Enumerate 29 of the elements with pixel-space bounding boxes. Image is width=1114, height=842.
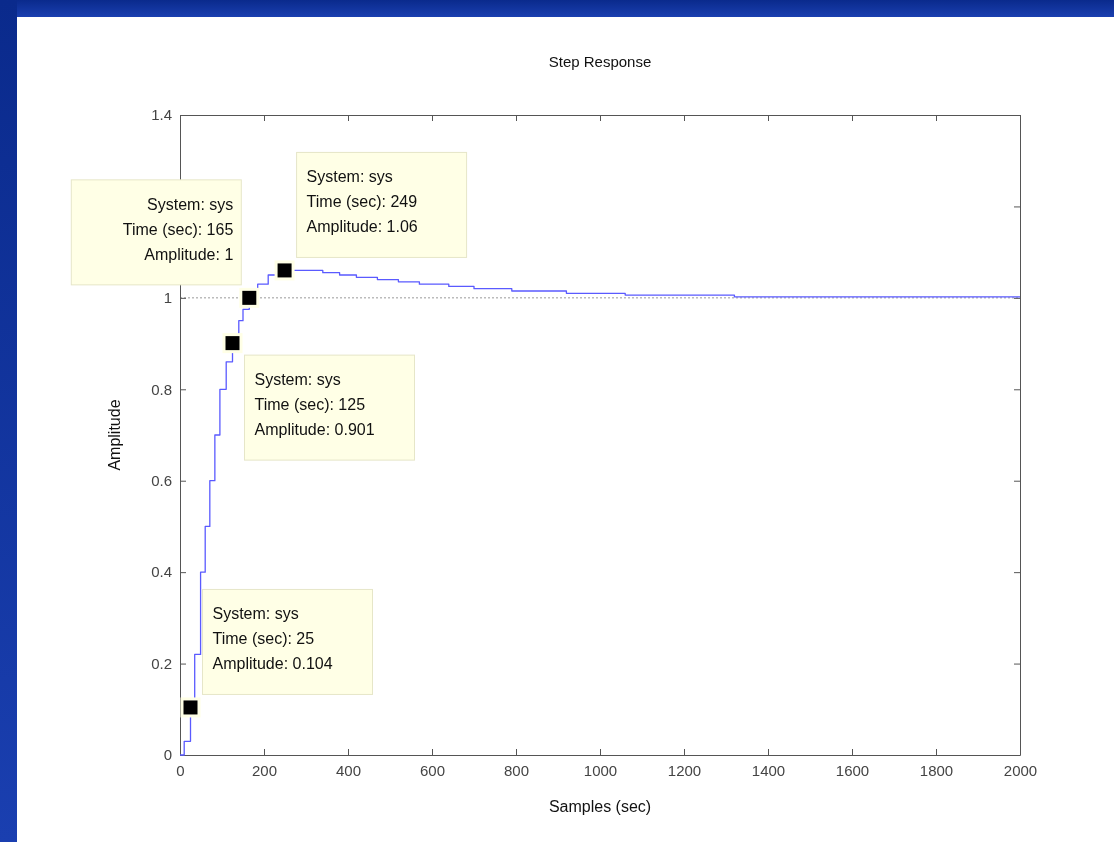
- y-tick-label: 0.8: [151, 380, 172, 398]
- x-tick-label: 1400: [751, 761, 786, 779]
- x-tick-label: 2000: [1003, 761, 1038, 779]
- x-tick-label: 800: [503, 761, 530, 779]
- data-tip-box: System: sys Time (sec): 125 Amplitude: 0.901: [244, 354, 415, 461]
- annotation: System: sys Time (sec): 165 Amplitude: 1: [122, 195, 234, 263]
- annotation: System: sys Time (sec): 125 Amplitude: 0.901: [254, 371, 375, 439]
- data-tip-box: System: sys Time (sec): 25 Amplitude: 0.104: [202, 588, 373, 695]
- y-tick-label: 0.4: [151, 563, 172, 581]
- annotation: System: sys Time (sec): 249 Amplitude: 1.06: [306, 168, 418, 236]
- data-tip-box: System: sys Time (sec): 249 Amplitude: 1.06: [296, 151, 468, 258]
- x-tick-label: 1200: [667, 761, 702, 779]
- data-tip-box: System: sys Time (sec): 165 Amplitude: 1: [70, 179, 242, 286]
- x-tick-label: 200: [251, 761, 278, 779]
- y-tick-label: 0.6: [151, 472, 172, 490]
- y-tick-label: 0: [163, 746, 172, 764]
- x-tick-label: 1600: [835, 761, 870, 779]
- x-tick-label: 1000: [583, 761, 618, 779]
- y-tick-label: 1: [163, 289, 172, 307]
- x-tick-label: 600: [419, 761, 446, 779]
- x-axis-title: Samples (sec): [548, 798, 652, 815]
- x-tick-label: 1800: [919, 761, 954, 779]
- chart-title: Step Response: [548, 53, 652, 70]
- annotation: System: sys Time (sec): 25 Amplitude: 0.104: [212, 605, 333, 673]
- x-tick-label: 0: [176, 761, 185, 779]
- y-axis-title: Amplitude: [106, 399, 123, 471]
- y-tick-label: 1.4: [151, 106, 172, 124]
- x-tick-label: 400: [335, 761, 362, 779]
- y-tick-label: 0.2: [151, 654, 172, 672]
